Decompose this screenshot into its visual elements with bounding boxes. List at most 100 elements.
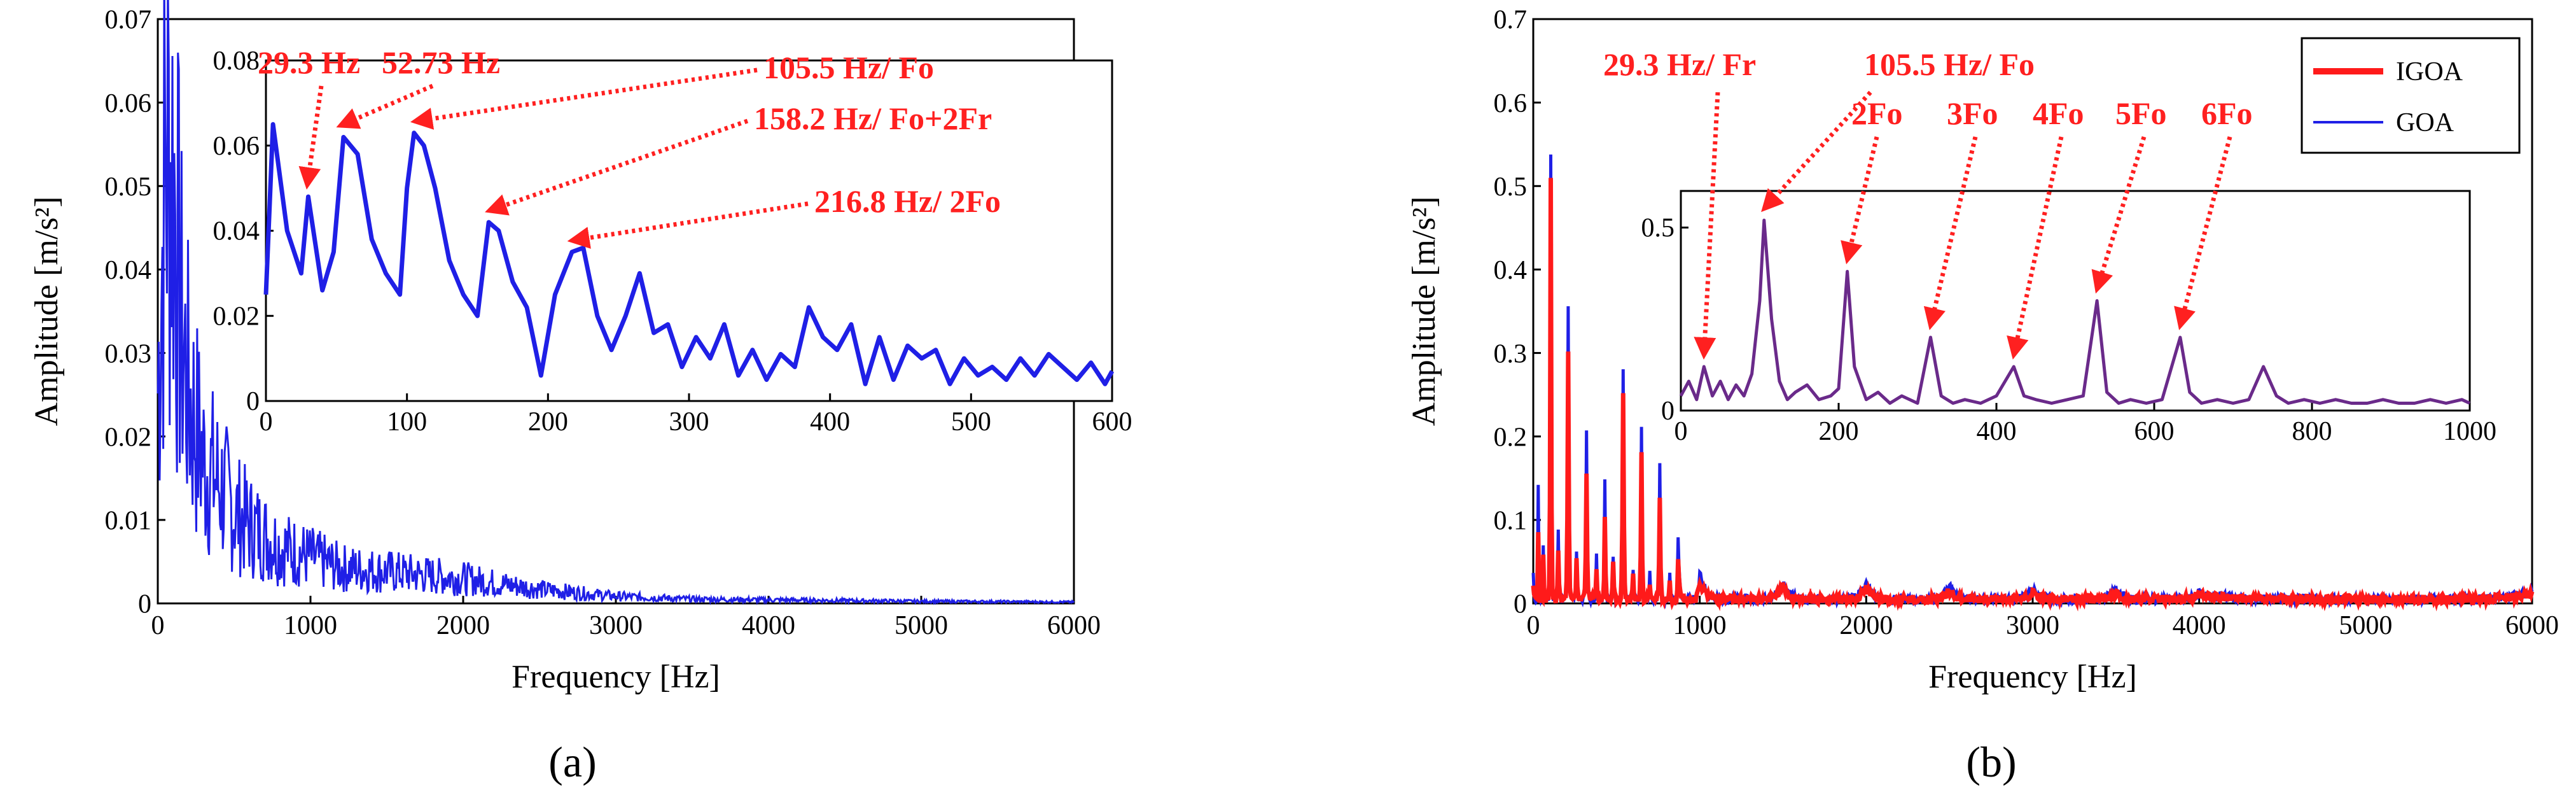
panel-b-main-ytick-label: 0.3 <box>1494 339 1528 369</box>
panel-b-main-xtick-label: 0 <box>1527 611 1540 640</box>
panel-a-main-ytick-label: 0.05 <box>105 172 152 202</box>
panel-a-inset-xtick-label: 600 <box>1092 407 1132 437</box>
panel-a-ylabel: Amplitude [m/s²] <box>29 197 65 426</box>
panel-b-inset-xtick-label: 400 <box>1977 417 2017 446</box>
panel-b-main-ytick-label: 0.1 <box>1494 507 1528 536</box>
panel-b-annotation-label: 29.3 Hz/ Fr <box>1603 46 1756 82</box>
legend-igoa-label: IGOA <box>2396 57 2463 87</box>
panel-b-inset-axes <box>1680 190 2471 412</box>
panel-a: 0 1000 2000 3000 4000 5000 600000.010.020.030.… <box>29 0 1132 786</box>
panel-a-annotation-arrow <box>410 67 758 130</box>
panel-b-annotation-arrow <box>1694 92 1720 360</box>
panel-a-main-xtick-label: 0 <box>151 611 165 640</box>
panel-b-main-ytick-label: 0 <box>1514 590 1527 619</box>
panel-b-inset-xtick-label: 0 <box>1674 417 1688 446</box>
panel-b-main-ytick-label: 0.2 <box>1494 423 1528 452</box>
panel-a-main-xtick-label: 3000 <box>589 611 643 640</box>
panel-b-main-xtick-label: 4000 <box>2173 611 2226 640</box>
panel-b-annotation-arrow <box>1761 90 1872 213</box>
panel-a-inset-xtick-label: 400 <box>810 407 850 437</box>
panel-b-main-ytick-label: 0.7 <box>1494 6 1528 35</box>
panel-b-main-xtick-label: 6000 <box>2505 611 2559 640</box>
panel-b-inset-ticks: 0 200 400 600 800 1000 0 0.5 <box>1641 214 2497 447</box>
panel-a-inset-xtick-label: 500 <box>951 407 991 437</box>
panel-b-inset-ytick-label: 0 <box>1661 397 1674 426</box>
panel-a-xlabel: Frequency [Hz] <box>512 659 720 695</box>
panel-a-annotation-arrow <box>567 201 809 249</box>
panel-b-inset-series <box>1679 218 2471 405</box>
panel-a-inset-ytick-label: 0.06 <box>213 132 260 161</box>
panel-a-main-ytick-label: 0.07 <box>105 6 152 35</box>
panel-b-inset-ytick-label: 0.5 <box>1641 214 1675 243</box>
panel-a-annotation-label: 105.5 Hz/ Fo <box>763 50 934 85</box>
panel-b-annotation-arrow <box>2174 136 2232 330</box>
panel-b-main-xtick-label: 3000 <box>2006 611 2059 640</box>
panel-a-main-ytick-label: 0 <box>138 590 151 619</box>
panel-b-main-xtick-label: 5000 <box>2339 611 2392 640</box>
panel-b-main-series <box>1531 154 2535 612</box>
panel-a-annotations: 29.3 Hz 52.73 Hz 105.5 Hz/ Fo 158.2 Hz/ Fo+… <box>258 45 1001 249</box>
panel-a-inset-ytick-label: 0.04 <box>213 217 260 246</box>
panel-a-main-ticks: 0 1000 2000 3000 4000 5000 600000.010.020.030.… <box>105 6 1101 640</box>
panel-a-annotation-label: 158.2 Hz/ Fo+2Fr <box>754 101 992 136</box>
panel-b-annotation-label: 2Fo <box>1851 95 1903 131</box>
panel-b-annotation-label: 3Fo <box>1947 95 1998 131</box>
panel-a-inset-series <box>263 122 1115 386</box>
panel-b-xlabel: Frequency [Hz] <box>1928 659 2137 695</box>
legend-box <box>2301 37 2521 154</box>
panel-b-main-ytick-label: 0.4 <box>1494 256 1528 285</box>
panel-b-main-ytick-label: 0.5 <box>1494 172 1528 202</box>
panel-b-main-ytick-label: 0.6 <box>1494 89 1528 118</box>
panel-b-annotation-label: 5Fo <box>2115 95 2167 131</box>
panel-b-inset-xtick-label: 800 <box>2292 417 2332 446</box>
panel-b-inset-xtick-label: 600 <box>2134 417 2175 446</box>
panel-b-annotation-arrow <box>2007 136 2064 360</box>
panel-a-main-ytick-label: 0.02 <box>105 423 152 452</box>
panel-a-inset-ytick-label: 0.02 <box>213 302 260 331</box>
panel-a-inset-series-zoom <box>263 122 1115 386</box>
panel-b-annotations: 29.3 Hz/ Fr 105.5 Hz/ Fo 2Fo 3Fo 4Fo 5Fo 6Fo <box>1603 46 2253 360</box>
panel-a-main-ytick-label: 0.03 <box>105 339 152 369</box>
panel-b-annotation-arrow <box>1841 136 1879 265</box>
panel-a-main-xtick-label: 1000 <box>284 611 337 640</box>
panel-a-main-xtick-label: 6000 <box>1047 611 1101 640</box>
panel-b-annotation-label: 6Fo <box>2201 95 2253 131</box>
panel-a-main-xtick-label: 4000 <box>742 611 795 640</box>
panel-a-series-spectrum <box>157 0 1075 606</box>
panel-a-inset-xtick-label: 0 <box>260 407 273 437</box>
panel-a-annotation-arrow <box>336 83 434 129</box>
panel-a-annotation-label: 52.73 Hz <box>382 45 500 80</box>
panel-b-legend: IGOA GOA <box>2301 37 2521 154</box>
panel-a-main-ytick-label: 0.06 <box>105 89 152 118</box>
panel-a-annotation-label: 29.3 Hz <box>258 45 360 80</box>
panel-a-inset-axes <box>265 59 1113 402</box>
panel-b-main-ticks: 0 1000 2000 3000 4000 5000 600000.10.20.30.40.… <box>1494 6 2559 640</box>
panel-b: 0 1000 2000 3000 4000 5000 600000.10.20.30.40.… <box>1406 6 2559 786</box>
panel-a-main-series <box>157 0 1075 606</box>
panel-a-inset-ticks: 0 100 200 300 400 500 600 0 0.02 0.04 0.06 0.08 <box>213 46 1132 437</box>
panel-a-inset-xtick-label: 100 <box>387 407 427 437</box>
panel-a-main-xtick-label: 2000 <box>436 611 490 640</box>
panel-a-inset-ytick-label: 0.08 <box>213 46 260 76</box>
panel-a-sublabel: (a) <box>548 738 596 786</box>
panel-a-inset-ytick-label: 0 <box>246 387 260 416</box>
panel-a-main-ytick-label: 0.01 <box>105 507 152 536</box>
panel-b-main-xtick-label: 1000 <box>1673 611 1727 640</box>
panel-a-inset-xtick-label: 300 <box>669 407 709 437</box>
panel-a-annotation-arrow <box>298 85 324 190</box>
panel-b-inset-xtick-label: 200 <box>1819 417 1859 446</box>
panel-b-annotation-label: 4Fo <box>2033 95 2084 131</box>
panel-b-annotation-arrow <box>1923 136 1978 330</box>
panel-a-inset-xtick-label: 200 <box>528 407 568 437</box>
panel-a-main-ytick-label: 0.04 <box>105 256 152 285</box>
panel-b-sublabel: (b) <box>1966 738 2016 786</box>
panel-a-annotation-label: 216.8 Hz/ 2Fo <box>814 183 1001 219</box>
legend-goa-label: GOA <box>2396 108 2454 137</box>
panel-b-inset-xtick-label: 1000 <box>2443 417 2496 446</box>
panel-b-main-xtick-label: 2000 <box>1839 611 1893 640</box>
panel-b-series-IGOA <box>1531 178 2535 612</box>
panel-b-annotation-label: 105.5 Hz/ Fo <box>1864 46 2035 82</box>
panel-a-main-xtick-label: 5000 <box>895 611 948 640</box>
panel-b-annotation-arrow <box>2091 136 2147 294</box>
